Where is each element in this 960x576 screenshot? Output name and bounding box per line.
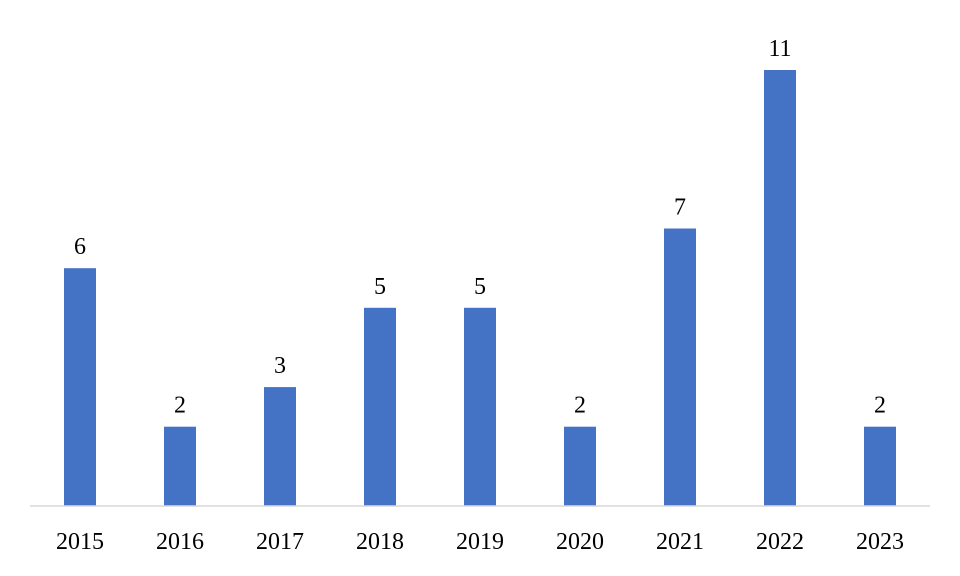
x-tick-label-2017: 2017 bbox=[256, 529, 304, 555]
data-label-2017: 3 bbox=[274, 353, 286, 379]
data-label-2020: 2 bbox=[574, 393, 586, 419]
x-tick-label-2023: 2023 bbox=[856, 529, 904, 555]
data-label-2015: 6 bbox=[74, 234, 86, 260]
data-label-2021: 7 bbox=[674, 195, 686, 221]
bar-2015 bbox=[64, 268, 96, 506]
x-tick-label-2019: 2019 bbox=[456, 529, 504, 555]
bar-2023 bbox=[864, 426, 896, 506]
bar-2016 bbox=[164, 426, 196, 506]
data-label-2016: 2 bbox=[174, 393, 186, 419]
bar-2022 bbox=[764, 70, 796, 506]
bars-layer bbox=[64, 70, 896, 506]
x-tick-label-2016: 2016 bbox=[156, 529, 204, 555]
data-labels-layer: 6 2 3 5 5 2 7 11 2 bbox=[74, 36, 886, 419]
data-label-2023: 2 bbox=[874, 393, 886, 419]
bar-2017 bbox=[264, 387, 296, 506]
bar-2020 bbox=[564, 426, 596, 506]
bar-2019 bbox=[464, 307, 496, 506]
data-label-2022: 11 bbox=[768, 36, 791, 62]
x-tick-label-2018: 2018 bbox=[356, 529, 404, 555]
x-tick-label-2015: 2015 bbox=[56, 529, 104, 555]
bar-2018 bbox=[364, 307, 396, 506]
x-tick-label-2022: 2022 bbox=[756, 529, 804, 555]
bar-2021 bbox=[664, 228, 696, 506]
data-label-2018: 5 bbox=[374, 274, 386, 300]
x-tick-label-2020: 2020 bbox=[556, 529, 604, 555]
x-tick-label-2021: 2021 bbox=[656, 529, 704, 555]
x-tick-labels: 2015 2016 2017 2018 2019 2020 2021 2022 2023 bbox=[56, 529, 904, 555]
data-label-2019: 5 bbox=[474, 274, 486, 300]
